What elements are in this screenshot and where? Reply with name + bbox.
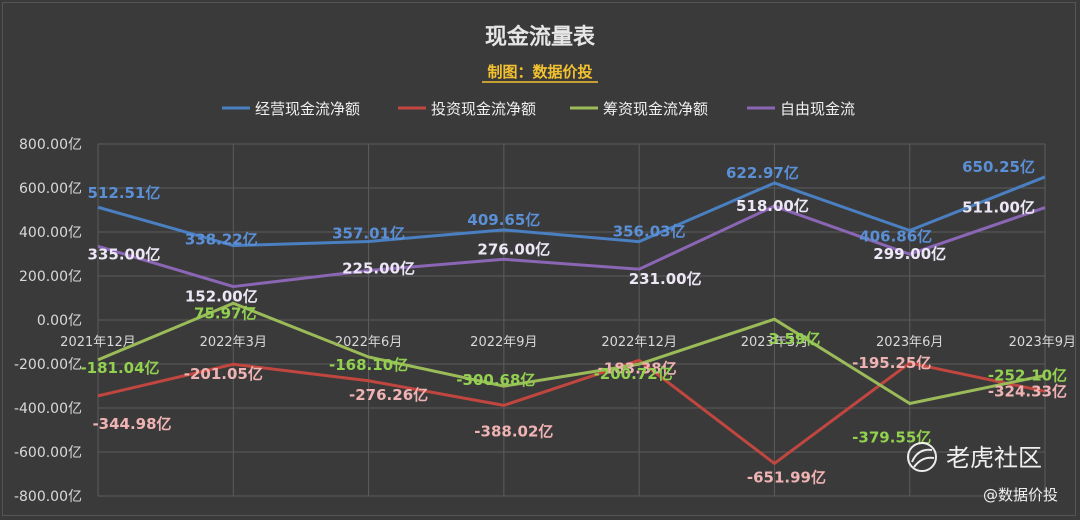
data-label: -651.99亿: [747, 468, 826, 486]
data-label: 75.97亿: [194, 304, 256, 322]
y-tick-label: -600.00亿: [14, 445, 82, 461]
chart-subtitle: 制图：数据价投: [487, 63, 592, 81]
data-label: -252.10亿: [988, 366, 1067, 384]
x-axis: 2021年12月 2022年3月 2022年6月 2022年9月 2022年12月 202…: [60, 335, 1076, 350]
data-label: 511.00亿: [962, 199, 1035, 217]
data-label: 356.03亿: [613, 223, 686, 241]
chart-legend: 经营现金流净额 投资现金流净额 筹资现金流净额 自由现金流: [222, 100, 855, 118]
x-tick-label: 2023年3月: [741, 335, 808, 350]
data-label: 622.97亿: [726, 164, 799, 182]
y-tick-label: 400.00亿: [19, 225, 82, 241]
data-label: 512.51亿: [88, 184, 161, 202]
data-label: -168.10亿: [329, 356, 408, 374]
y-axis: 800.00亿 600.00亿 400.00亿 200.00亿 0.00亿 -200.00…: [14, 137, 82, 505]
series-line: [97, 175, 1046, 248]
grid-lines: [97, 143, 1046, 497]
x-tick-label: 2023年9月: [1009, 335, 1076, 350]
data-label: 338.22亿: [185, 231, 258, 249]
y-tick-label: -200.00亿: [14, 357, 82, 373]
data-label: -344.98亿: [92, 415, 171, 433]
x-tick-label: 2022年9月: [470, 335, 537, 350]
data-label: 518.00亿: [736, 197, 809, 215]
chart-title: 现金流量表: [485, 24, 596, 50]
data-labels: 512.51亿 338.22亿 357.01亿 409.65亿 356.03亿 622.9…: [80, 158, 1067, 486]
watermark-brand: 老虎社区: [946, 444, 1042, 472]
x-tick-label: 2022年12月: [601, 335, 677, 350]
y-tick-label: 0.00亿: [37, 313, 82, 329]
data-label: 299.00亿: [873, 245, 946, 263]
data-label: -201.05亿: [184, 365, 263, 383]
series-line: [97, 358, 1046, 465]
data-label: -324.33亿: [988, 382, 1067, 400]
series-lines: [97, 175, 1046, 465]
data-label: -181.04亿: [80, 359, 159, 377]
data-label: 650.25亿: [962, 158, 1035, 176]
data-label: -388.02亿: [474, 422, 553, 440]
data-label: -195.25亿: [852, 354, 931, 372]
data-label: 409.65亿: [467, 211, 540, 229]
tiger-logo-icon: [907, 442, 937, 472]
data-label: 3.59亿: [768, 330, 820, 348]
data-label: -183.38亿: [598, 359, 677, 377]
tiger-community-watermark: 老虎社区 @数据价投: [907, 442, 1058, 504]
x-tick-label: 2021年12月: [60, 335, 136, 350]
data-label: -300.68亿: [456, 371, 535, 389]
data-label: -379.55亿: [852, 429, 931, 447]
data-label: 357.01亿: [332, 224, 405, 242]
data-label: 152.00亿: [185, 288, 258, 306]
legend-label: 投资现金流净额: [431, 100, 536, 118]
watermark-author: @数据价投: [983, 486, 1058, 504]
data-label: 231.00亿: [629, 270, 702, 288]
series-line: [97, 301, 1046, 406]
x-tick-label: 2022年3月: [200, 335, 267, 350]
data-label: -276.26亿: [349, 386, 428, 404]
x-tick-label: 2022年6月: [335, 335, 402, 350]
data-label: 406.86亿: [859, 227, 932, 245]
y-tick-label: 800.00亿: [19, 137, 82, 153]
y-tick-label: -400.00亿: [14, 401, 82, 417]
y-tick-label: 600.00亿: [19, 181, 82, 197]
data-label: 335.00亿: [88, 245, 161, 263]
x-tick-label: 2023年6月: [876, 335, 943, 350]
series-line: [97, 204, 1046, 289]
legend-label: 筹资现金流净额: [603, 100, 708, 118]
y-tick-label: 200.00亿: [19, 269, 82, 285]
y-tick-label: -800.00亿: [14, 489, 82, 505]
legend-label: 自由现金流: [780, 100, 855, 118]
legend-label: 经营现金流净额: [255, 100, 360, 118]
data-label: 276.00亿: [477, 240, 550, 258]
data-label: 225.00亿: [342, 260, 415, 278]
data-label: -200.72亿: [594, 365, 673, 383]
